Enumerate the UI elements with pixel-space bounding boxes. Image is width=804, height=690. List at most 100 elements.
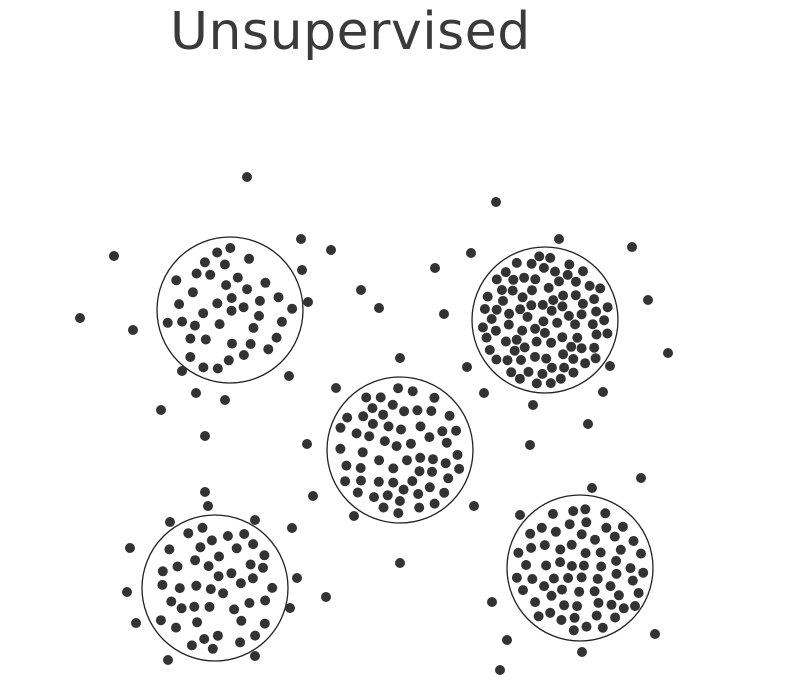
- outlier-point: [469, 501, 479, 511]
- cluster-point-center: [415, 452, 426, 463]
- cluster-point-top-right: [479, 304, 490, 314]
- outlier-point: [109, 251, 119, 261]
- outlier-point: [515, 510, 525, 520]
- cluster-point-center: [452, 449, 463, 460]
- cluster-point-bottom-right: [574, 586, 585, 597]
- outlier-point: [75, 313, 85, 323]
- cluster-point-bottom-right: [556, 615, 567, 625]
- cluster-point-center: [441, 437, 452, 448]
- cluster-point-bottom-left: [171, 622, 181, 633]
- cluster-point-top-left: [226, 305, 237, 316]
- cluster-point-bottom-right: [566, 561, 577, 571]
- cluster-point-bottom-right: [511, 572, 522, 583]
- cluster-point-bottom-right: [592, 573, 603, 584]
- cluster-point-top-right: [599, 315, 610, 326]
- cluster-point-bottom-left: [172, 561, 183, 572]
- cluster-point-top-right: [590, 353, 601, 364]
- cluster-point-center: [414, 466, 425, 477]
- cluster-point-top-left: [174, 299, 185, 310]
- cluster-point-center: [379, 436, 390, 447]
- cluster-point-bottom-right: [513, 547, 524, 558]
- cluster-point-top-right: [566, 341, 577, 352]
- outlier-point: [287, 523, 297, 533]
- cluster-point-top-right: [539, 327, 550, 338]
- cluster-point-bottom-right: [576, 529, 587, 540]
- cluster-point-bottom-right: [628, 536, 639, 546]
- cluster-point-bottom-right: [557, 584, 567, 595]
- outlier-point: [587, 483, 597, 493]
- cluster-point-bottom-right: [636, 548, 646, 559]
- cluster-point-bottom-right: [615, 544, 626, 555]
- outlier-point: [356, 285, 366, 295]
- outlier-point: [302, 439, 312, 449]
- outlier-point: [598, 387, 608, 397]
- cluster-point-center: [440, 458, 451, 469]
- cluster-point-bottom-right: [539, 581, 550, 592]
- outlier-point: [296, 234, 306, 244]
- cluster-point-bottom-right: [521, 560, 532, 570]
- outlier-point: [525, 440, 535, 450]
- cluster-point-bottom-right: [610, 612, 621, 623]
- cluster-point-center: [364, 431, 375, 442]
- cluster-point-top-left: [214, 319, 225, 330]
- cluster-point-top-left: [171, 275, 182, 286]
- cluster-point-top-right: [522, 311, 533, 322]
- cluster-point-top-left: [276, 316, 287, 327]
- cluster-point-bottom-left: [235, 637, 246, 648]
- cluster-point-center: [429, 392, 440, 403]
- outlier-point: [495, 665, 505, 675]
- cluster-point-bottom-right: [618, 603, 629, 614]
- outlier-point: [292, 573, 302, 583]
- cluster-point-center: [414, 502, 425, 513]
- cluster-point-center: [427, 466, 437, 477]
- cluster-point-top-left: [223, 355, 234, 366]
- outlier-point: [163, 655, 173, 665]
- cluster-point-bottom-right: [568, 625, 579, 636]
- cluster-point-center: [426, 406, 437, 416]
- cluster-point-bottom-left: [155, 615, 166, 626]
- cluster-point-top-right: [484, 345, 495, 355]
- outlier-point: [191, 388, 201, 398]
- cluster-point-top-left: [199, 257, 210, 268]
- cluster-point-top-left: [287, 303, 298, 314]
- cluster-point-bottom-left: [245, 559, 256, 570]
- cluster-point-top-left: [227, 338, 237, 349]
- cluster-point-center: [399, 406, 410, 417]
- cluster-point-center: [373, 476, 384, 487]
- outlier-point: [583, 419, 593, 429]
- cluster-point-bottom-right: [533, 611, 544, 622]
- cluster-point-center: [374, 455, 385, 466]
- cluster-point-bottom-left: [248, 539, 259, 550]
- cluster-point-bottom-right: [550, 526, 561, 537]
- cluster-point-top-right: [558, 290, 569, 301]
- outlier-point: [285, 603, 295, 613]
- cluster-point-bottom-right: [581, 621, 592, 632]
- cluster-point-bottom-right: [605, 581, 616, 592]
- cluster-point-bottom-right: [576, 572, 587, 583]
- cluster-point-top-right: [526, 258, 537, 269]
- outlier-point: [577, 647, 587, 657]
- cluster-point-top-right: [550, 266, 560, 277]
- cluster-point-top-left: [221, 280, 232, 291]
- outlier-point: [203, 501, 213, 511]
- cluster-point-top-right: [526, 300, 537, 311]
- cluster-point-bottom-left: [191, 580, 202, 591]
- cluster-point-bottom-right: [578, 560, 589, 571]
- cluster-point-bottom-left: [189, 601, 200, 612]
- cluster-point-bottom-right: [597, 622, 608, 633]
- cluster-point-top-left: [226, 293, 237, 303]
- cluster-point-bottom-left: [218, 588, 229, 599]
- cluster-point-center: [424, 432, 435, 443]
- cluster-point-top-right: [541, 353, 552, 364]
- cluster-point-top-right: [491, 274, 502, 285]
- cluster-point-center: [340, 476, 351, 487]
- cluster-point-top-left: [212, 247, 223, 258]
- cluster-point-bottom-right: [547, 508, 558, 519]
- outlier-point: [487, 597, 497, 607]
- outlier-point: [131, 618, 141, 628]
- cluster-point-center: [412, 405, 423, 416]
- diagram-title: Unsupervised: [170, 2, 531, 62]
- cluster-point-bottom-left: [212, 630, 223, 641]
- cluster-point-top-right: [519, 342, 530, 353]
- cluster-point-top-right: [546, 337, 557, 348]
